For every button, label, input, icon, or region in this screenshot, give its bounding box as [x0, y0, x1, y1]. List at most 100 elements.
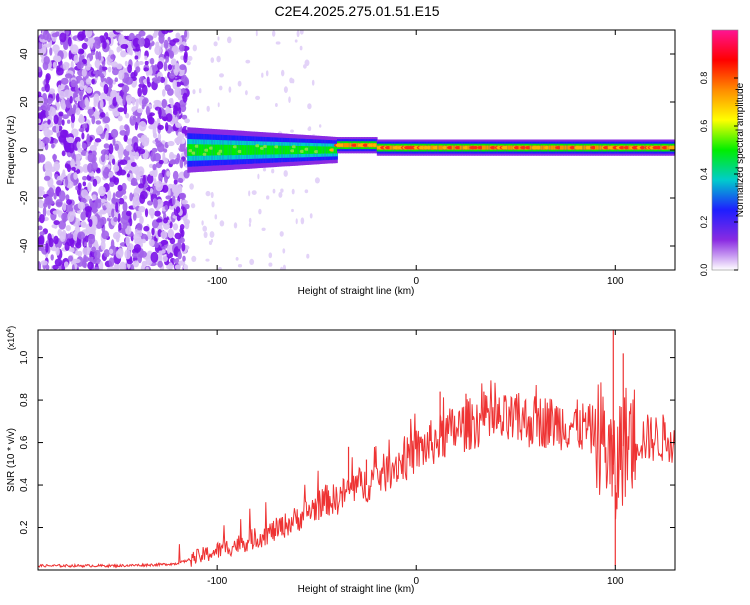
heatmap-cell [70, 158, 75, 168]
heatmap-cell [260, 145, 263, 155]
heatmap-cell [258, 208, 262, 215]
heatmap-cell [47, 103, 51, 112]
heatmap-cell [204, 148, 209, 152]
heatmap-cell [623, 146, 630, 150]
heatmap-cell [121, 210, 127, 216]
heatmap-cell [184, 221, 190, 230]
heatmap-cell [174, 68, 179, 76]
heatmap-cell [53, 114, 59, 125]
heatmap-cell [53, 192, 57, 200]
heatmap-cell [451, 145, 455, 150]
heatmap-cell [94, 59, 101, 69]
heatmap-cell [70, 113, 76, 123]
heatmap-cell [95, 120, 102, 125]
heatmap-cell [50, 254, 54, 261]
heatmap-cell [200, 144, 203, 156]
heatmap-cell [58, 111, 64, 117]
heatmap-cell [73, 104, 77, 112]
heatmap-cell [201, 220, 204, 226]
heatmap-cell [119, 143, 124, 155]
heatmap-cell [143, 225, 150, 232]
heatmap-cell [40, 260, 48, 266]
heatmap-cell [80, 221, 84, 227]
heatmap-cell [102, 40, 107, 50]
heatmap-cell [38, 66, 42, 73]
heatmap-cell [289, 145, 292, 155]
heatmap-cell [559, 145, 563, 150]
heatmap-cell [218, 267, 222, 270]
heatmap-cell [91, 161, 98, 171]
heatmap-cell [69, 96, 73, 104]
heatmap-cell [148, 208, 155, 216]
heatmap-cell [154, 210, 161, 217]
heatmap-cell [129, 217, 133, 227]
heatmap-cell [163, 39, 169, 49]
heatmap-cell [81, 132, 85, 140]
heatmap-cell [125, 76, 133, 85]
heatmap-cell [137, 108, 143, 114]
heatmap-cell [142, 174, 146, 185]
heatmap-cell [235, 257, 239, 261]
heatmap-cell [43, 56, 50, 65]
heatmap-cell [56, 180, 63, 186]
heatmap-cell [38, 139, 43, 150]
heatmap-cell [110, 54, 116, 60]
heatmap-cell [177, 251, 182, 260]
heatmap-cell [167, 140, 175, 147]
heatmap-cell [255, 30, 258, 37]
heatmap-cell [52, 44, 60, 53]
heatmap-cell [230, 144, 233, 156]
heatmap-cell [139, 250, 147, 258]
heatmap-cell [79, 79, 85, 91]
heatmap-cell [125, 235, 130, 247]
heatmap-cell [158, 250, 163, 260]
heatmap-cell [63, 89, 71, 98]
heatmap-cell [304, 189, 309, 194]
heatmap-cell [137, 87, 142, 97]
heatmap-cell [177, 177, 184, 183]
heatmap-cell [175, 184, 183, 192]
heatmap-cell [98, 185, 106, 197]
heatmap-cell [99, 216, 107, 225]
heatmap-cell [263, 145, 267, 155]
heatmap-cell [99, 112, 106, 118]
heatmap-cell [119, 261, 127, 270]
heatmap-cell [372, 143, 379, 147]
heatmap-cell [113, 263, 119, 270]
heatmap-cell [146, 76, 150, 85]
heatmap-cell [164, 84, 171, 92]
heatmap-cell [55, 247, 60, 256]
heatmap-cell [307, 103, 312, 110]
heatmap-cell [95, 126, 104, 135]
heatmap-cell [167, 36, 171, 42]
heatmap-cell [166, 244, 171, 255]
heatmap-cell [111, 91, 118, 97]
heatmap-cell [57, 84, 62, 94]
heatmap-cell [147, 231, 152, 240]
heatmap-cell [38, 225, 43, 231]
heatmap-cell [550, 145, 553, 150]
heatmap-cell [202, 152, 207, 156]
heatmap-cell [115, 93, 120, 103]
heatmap-cell [102, 116, 111, 124]
heatmap-cell [94, 266, 100, 270]
y-tick-label: 0 [19, 147, 30, 153]
heatmap-cell [244, 145, 247, 155]
heatmap-cell [561, 145, 564, 150]
colorbar-label: Normalized spectral amplitude [735, 82, 746, 217]
heatmap-cell [43, 43, 47, 54]
heatmap-cell [108, 78, 113, 86]
heatmap-cell [87, 108, 95, 116]
heatmap-cell [107, 266, 115, 270]
heatmap-cell [76, 141, 81, 150]
heatmap-cell [241, 145, 244, 155]
heatmap-cell [309, 213, 313, 219]
heatmap-cell [38, 235, 45, 246]
heatmap-cell [290, 129, 294, 133]
x-tick-label: 0 [413, 276, 419, 287]
heatmap-cell [57, 228, 63, 237]
heatmap-cell [270, 145, 273, 155]
heatmap-cell [563, 145, 566, 150]
heatmap-cell [191, 255, 197, 262]
heatmap-cell [206, 105, 210, 112]
